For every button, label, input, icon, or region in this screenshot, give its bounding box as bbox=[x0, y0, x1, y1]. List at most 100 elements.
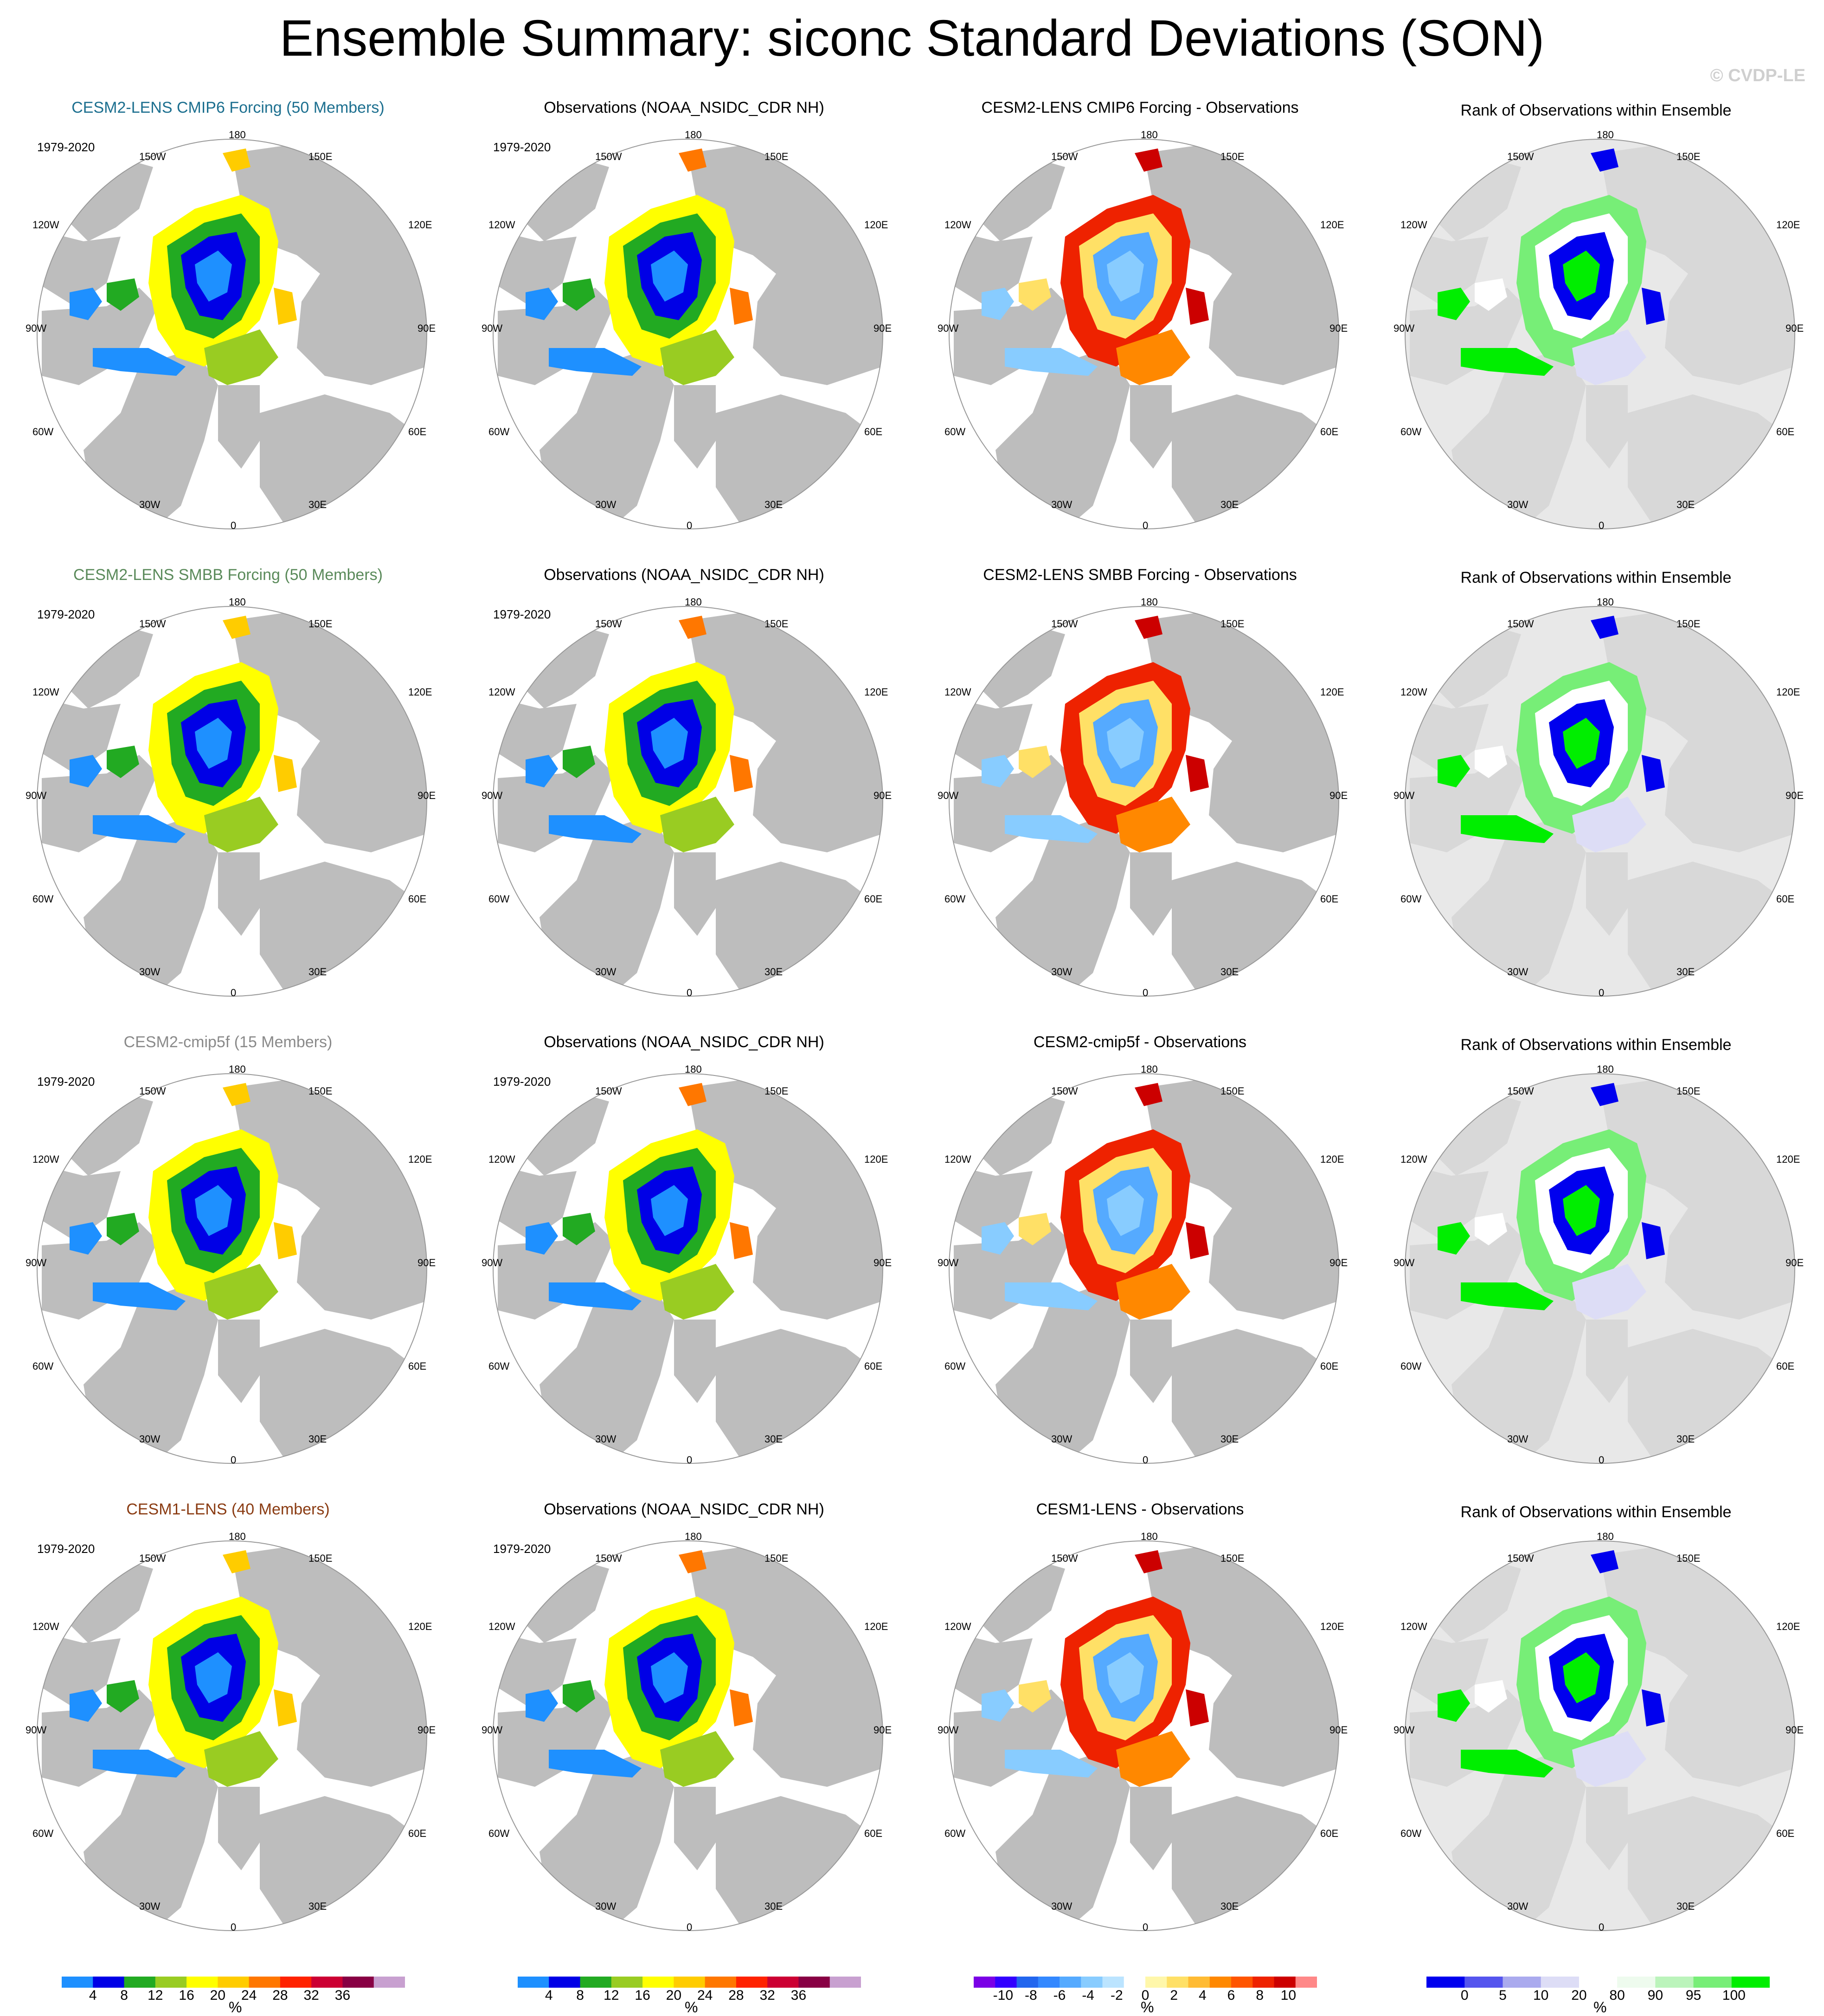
longitude-label: 90E bbox=[417, 1257, 436, 1269]
sea-ice-field bbox=[1642, 1689, 1665, 1726]
longitude-label: 60W bbox=[32, 426, 54, 438]
sea-ice-field bbox=[1186, 1222, 1209, 1259]
map-boundary bbox=[493, 1540, 883, 1931]
land-mass bbox=[1451, 815, 1586, 996]
longitude-label: 90W bbox=[1394, 322, 1415, 334]
map-boundary bbox=[37, 139, 427, 529]
longitude-label: 30E bbox=[308, 966, 327, 978]
colorbar-swatches bbox=[974, 1977, 1317, 1988]
land-mass bbox=[1405, 158, 1521, 241]
sea-ice-field bbox=[730, 755, 753, 792]
map-boundary bbox=[37, 606, 427, 997]
colorbar-swatch bbox=[580, 1977, 612, 1988]
land-mass bbox=[83, 348, 218, 529]
colorbar-tick-label: -4 bbox=[1082, 1988, 1094, 2003]
longitude-label: 180 bbox=[229, 129, 246, 141]
longitude-label: 150W bbox=[139, 1552, 166, 1564]
panel-diff-row1: CESM2-LENS CMIP6 Forcing - Observations 1… bbox=[912, 88, 1368, 554]
period-label: 1979-2020 bbox=[37, 140, 95, 154]
land-mass bbox=[674, 852, 716, 936]
sea-ice-field bbox=[1005, 348, 1098, 376]
colorbar-swatches bbox=[1426, 1977, 1770, 1988]
sea-ice-field bbox=[651, 1185, 688, 1236]
longitude-label: 30E bbox=[764, 966, 783, 978]
polar-map bbox=[1405, 139, 1795, 529]
land-mass bbox=[949, 1092, 1065, 1176]
colorbar-swatch bbox=[1016, 1977, 1039, 1988]
colorbar-tick-label: 4 bbox=[545, 1988, 553, 2003]
longitude-label: 180 bbox=[1597, 1531, 1614, 1542]
panel-model-row1: CESM2-LENS CMIP6 Forcing (50 Members) 197… bbox=[0, 88, 456, 554]
panel-model-row2: CESM2-LENS SMBB Forcing (50 Members) 1979… bbox=[0, 555, 456, 1022]
colorbar-tick-label: 36 bbox=[790, 1988, 807, 2003]
longitude-label: 60W bbox=[488, 426, 510, 438]
sea-ice-field bbox=[563, 278, 595, 311]
polar-map bbox=[1405, 1073, 1795, 1464]
land-mass bbox=[674, 385, 716, 469]
longitude-label: 120W bbox=[944, 1621, 971, 1632]
longitude-label: 30E bbox=[1676, 966, 1695, 978]
colorbar-swatch bbox=[93, 1977, 125, 1988]
longitude-label: 180 bbox=[1141, 129, 1158, 141]
sea-ice-field bbox=[274, 1222, 297, 1259]
longitude-label: 60W bbox=[944, 426, 966, 438]
longitude-label: 60W bbox=[944, 893, 966, 905]
colorbar-swatch bbox=[373, 1977, 405, 1988]
land-mass bbox=[539, 815, 674, 996]
longitude-label: 90W bbox=[482, 1257, 503, 1269]
longitude-label: 30E bbox=[1676, 1433, 1695, 1445]
longitude-label: 120E bbox=[864, 219, 888, 231]
panel-rank-row2: Rank of Observations within Ensemble 180 1… bbox=[1368, 555, 1824, 1022]
longitude-label: 0 bbox=[231, 1454, 237, 1466]
sea-ice-field bbox=[730, 288, 753, 325]
longitude-label: 0 bbox=[1143, 1921, 1149, 1933]
longitude-label: 90E bbox=[1329, 322, 1348, 334]
sea-ice-field bbox=[1005, 1282, 1098, 1310]
land-mass bbox=[674, 1787, 716, 1870]
longitude-label: 120W bbox=[32, 1621, 59, 1632]
longitude-label: 90E bbox=[1785, 1257, 1804, 1269]
colorbar-swatch bbox=[1617, 1977, 1656, 1988]
map-boundary bbox=[1405, 1540, 1795, 1931]
sea-ice-field bbox=[1005, 815, 1098, 843]
sea-ice-field bbox=[1116, 329, 1190, 385]
longitude-label: 0 bbox=[687, 1454, 693, 1466]
longitude-label: 0 bbox=[1599, 520, 1605, 531]
sea-ice-field bbox=[1591, 1550, 1618, 1573]
colorbar-swatch bbox=[1124, 1977, 1146, 1988]
longitude-label: 120W bbox=[944, 686, 971, 698]
longitude-label: 60E bbox=[1320, 1360, 1339, 1372]
sea-ice-field bbox=[660, 797, 734, 852]
colorbar-unit: % bbox=[685, 1999, 698, 2016]
sea-ice-field bbox=[1186, 288, 1209, 325]
sea-ice-field bbox=[70, 1689, 102, 1722]
sea-ice-field bbox=[549, 348, 642, 376]
longitude-label: 180 bbox=[685, 129, 702, 141]
longitude-label: 90E bbox=[873, 1724, 892, 1736]
longitude-label: 120W bbox=[488, 686, 515, 698]
sea-ice-field bbox=[651, 251, 688, 302]
sea-ice-field bbox=[1563, 251, 1600, 302]
colorbar-tick-label: 4 bbox=[1198, 1988, 1207, 2003]
longitude-label: 30E bbox=[764, 1433, 783, 1445]
longitude-label: 60E bbox=[864, 893, 883, 905]
longitude-label: 30E bbox=[308, 499, 327, 510]
sea-ice-field bbox=[274, 1689, 297, 1726]
longitude-label: 150W bbox=[139, 1085, 166, 1097]
land-mass bbox=[493, 158, 609, 241]
longitude-label: 120E bbox=[864, 1153, 888, 1165]
colorbar-swatch bbox=[518, 1977, 549, 1988]
longitude-label: 150W bbox=[1051, 1552, 1078, 1564]
model-panel-title: CESM2-LENS SMBB Forcing (50 Members) bbox=[73, 566, 383, 584]
colorbar-swatch bbox=[798, 1977, 830, 1988]
longitude-label: 150E bbox=[1676, 151, 1701, 162]
sea-ice-field bbox=[204, 329, 278, 385]
sea-ice-field bbox=[107, 278, 139, 311]
longitude-label: 120E bbox=[1320, 219, 1344, 231]
longitude-label: 120E bbox=[1776, 686, 1800, 698]
longitude-label: 120E bbox=[1320, 686, 1344, 698]
land-mass bbox=[949, 1559, 1065, 1643]
longitude-label: 60W bbox=[944, 1828, 966, 1839]
longitude-label: 60W bbox=[488, 1360, 510, 1372]
land-mass bbox=[83, 815, 218, 996]
